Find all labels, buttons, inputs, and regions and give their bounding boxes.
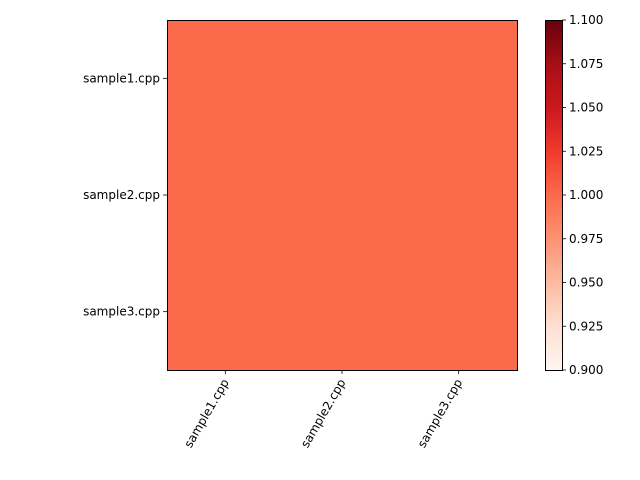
x-tick-label: sample1.cpp <box>181 377 232 451</box>
y-tick-label: sample1.cpp <box>83 71 160 85</box>
colorbar-tick-label: 0.925 <box>569 319 603 333</box>
colorbar-axis: 0.900 0.925 0.950 0.975 1.000 1.025 1.050 1.075… <box>562 13 603 377</box>
colorbar-tick-label: 1.100 <box>569 13 603 27</box>
heatmap-cell <box>283 20 401 138</box>
colorbar-frame <box>545 20 563 371</box>
heatmap-cell <box>283 253 401 371</box>
heatmap-cell <box>167 20 285 138</box>
colorbar-tick-label: 1.025 <box>569 144 603 158</box>
x-tick-label: sample3.cpp <box>415 376 466 450</box>
y-tick-label: sample2.cpp <box>83 188 160 202</box>
y-axis: sample1.cpp sample2.cpp sample3.cpp <box>83 71 167 319</box>
heatmap-cell <box>400 20 518 138</box>
heatmap-cell <box>400 136 518 254</box>
colorbar-tick-label: 0.900 <box>569 363 603 377</box>
colorbar-tick-label: 0.975 <box>569 232 603 246</box>
y-tick-label: sample3.cpp <box>83 305 160 319</box>
plot-frame <box>167 20 518 371</box>
heatmap-cell <box>400 253 518 371</box>
heatmap-cell <box>283 136 401 254</box>
heatmap-cell <box>167 253 285 371</box>
heatmap-cells <box>167 20 518 371</box>
colorbar <box>545 20 562 370</box>
colorbar-tick-label: 1.075 <box>569 57 603 71</box>
colorbar-tick-label: 1.050 <box>569 101 603 115</box>
x-axis: sample1.cpp sample2.cpp sample3.cpp <box>181 370 465 450</box>
colorbar-tick-label: 0.950 <box>569 276 603 290</box>
colorbar-tick-label: 1.000 <box>569 188 603 202</box>
heatmap-cell <box>167 136 285 254</box>
x-tick-label: sample2.cpp <box>298 377 349 451</box>
